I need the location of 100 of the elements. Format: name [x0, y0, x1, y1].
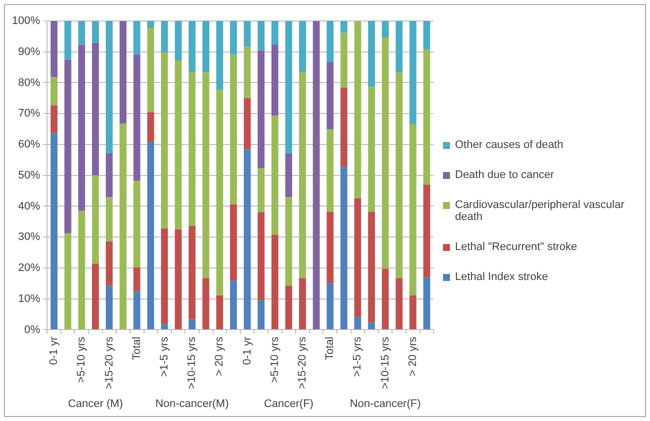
- bar: [50, 77, 58, 106]
- bar: [271, 44, 278, 116]
- bar: [133, 267, 140, 292]
- bar: [340, 32, 348, 88]
- bar: [423, 277, 430, 330]
- bar: [354, 317, 362, 330]
- bar: [133, 54, 140, 181]
- bar: [216, 21, 224, 90]
- y-tick-label: 90%: [18, 46, 40, 58]
- y-tick-label: 40%: [18, 200, 40, 212]
- bar: [133, 21, 140, 54]
- bar: [258, 300, 265, 330]
- bar: [133, 291, 140, 330]
- bar: [299, 72, 306, 278]
- y-tick-label: 10%: [18, 292, 40, 305]
- x-tick-label: 0-1 yr: [48, 336, 60, 365]
- bar: [396, 72, 403, 278]
- y-tick-label: 80%: [18, 76, 40, 89]
- bar: [64, 233, 72, 330]
- bar: [271, 116, 278, 235]
- bar: [244, 98, 251, 150]
- bar: [216, 295, 224, 330]
- bar: [409, 21, 416, 124]
- bar: [396, 278, 403, 330]
- bar: [188, 21, 196, 72]
- bar: [396, 21, 403, 72]
- bar: [285, 286, 292, 330]
- bar: [326, 62, 334, 130]
- bar: [326, 129, 334, 212]
- bar: [64, 60, 72, 234]
- bar: [50, 133, 58, 330]
- x-tick-label: >1-5 yrs: [352, 336, 364, 377]
- text: Non-cancer(F): [350, 398, 421, 410]
- bar: [50, 105, 58, 134]
- bar: [368, 21, 375, 86]
- bar: [92, 21, 99, 43]
- bar: [258, 21, 265, 50]
- x-tick-label: Total: [130, 336, 143, 360]
- legend-label: Death due to cancer: [455, 168, 554, 180]
- bar: [382, 21, 389, 38]
- x-tick-label: >1-5 yrs: [158, 336, 170, 377]
- bar: [147, 142, 154, 330]
- bar: [230, 21, 237, 54]
- bar: [161, 52, 168, 228]
- y-tick-label: 70%: [18, 108, 40, 120]
- bar: [106, 21, 113, 154]
- bar: [409, 295, 416, 330]
- text: Cancer(F): [264, 398, 314, 410]
- bar: [120, 124, 127, 330]
- x-tick-label: >15-20 yrs: [296, 336, 309, 390]
- bar: [423, 50, 430, 185]
- legend-label: Cardiovascular/peripheral vascular death: [455, 198, 626, 222]
- bar: [147, 21, 154, 28]
- bar: [106, 286, 113, 330]
- y-tick-label: 30%: [18, 231, 40, 244]
- x-tick-label: > 20 yrs: [214, 336, 226, 376]
- y-tick-label: 0%: [24, 324, 40, 336]
- bar: [92, 264, 99, 330]
- bar: [382, 268, 389, 330]
- bar: [285, 197, 292, 286]
- bar: [326, 212, 334, 284]
- bar: [188, 226, 196, 320]
- bar: [64, 21, 72, 60]
- bar: [326, 21, 334, 62]
- bar: [174, 21, 182, 61]
- x-tick-label: 0-1 yr: [241, 336, 254, 365]
- bar: [230, 54, 237, 204]
- bar: [423, 184, 430, 278]
- x-tick-label: Total: [324, 336, 336, 360]
- bar: [244, 150, 251, 330]
- bar: [285, 153, 292, 198]
- bar: [244, 46, 251, 98]
- bar: [174, 229, 182, 330]
- x-tick-label: >15-20 yrs: [103, 336, 116, 390]
- bar: [133, 180, 140, 268]
- bar: [409, 124, 416, 296]
- bar: [258, 50, 265, 168]
- bar: [285, 21, 292, 154]
- bar: [106, 153, 113, 198]
- bar: [271, 234, 278, 330]
- bar: [202, 72, 210, 278]
- bar: [202, 21, 210, 72]
- x-tick-label: >5-10 yrs: [268, 336, 281, 383]
- y-tick-label: 50%: [18, 169, 40, 182]
- bar: [340, 166, 348, 330]
- bar: [354, 21, 362, 198]
- bar: [299, 278, 306, 330]
- bar: [230, 204, 237, 281]
- bar: [244, 21, 251, 47]
- bar: [78, 44, 86, 211]
- bar: [340, 88, 348, 166]
- y-tick-label: 100%: [12, 15, 40, 28]
- bar: [202, 278, 210, 330]
- bar: [299, 21, 306, 72]
- bar: [147, 27, 154, 112]
- x-tick-label: > 20 yrs: [406, 336, 419, 376]
- text: Cancer (M): [68, 398, 123, 410]
- bar: [230, 280, 237, 330]
- bar: [161, 21, 168, 52]
- bar: [216, 90, 224, 296]
